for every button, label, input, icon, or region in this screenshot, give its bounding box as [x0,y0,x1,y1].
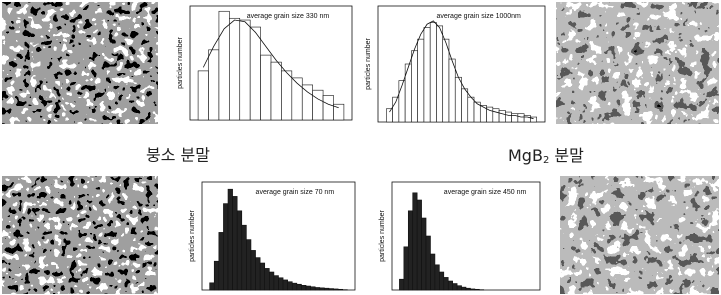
bar [453,284,457,290]
bar [404,247,408,290]
bar [297,284,302,290]
bar [462,89,468,122]
bar [233,196,238,290]
bar [444,277,448,290]
bar [466,288,470,290]
bar [251,250,256,290]
bar [411,51,417,122]
bar [214,261,219,290]
bar [323,95,333,120]
micrograph [556,2,719,124]
bar [475,289,479,290]
bar [250,27,260,120]
y-axis-label: particles number [189,209,196,261]
bar [306,286,311,290]
bar [334,289,339,290]
annotation: average grain size 1000nm [436,13,521,20]
bar [457,286,461,290]
bar [292,78,302,120]
bar [324,288,329,290]
bar [430,254,434,290]
bar [449,59,455,122]
bar [524,115,530,122]
figure: 붕소 분말 MgB2 분말 average grain size 330 nm p… [0,0,721,295]
bar [313,90,323,120]
bar [439,272,443,290]
bar [288,282,293,290]
bar [338,289,343,290]
bar [228,189,233,290]
bar [256,258,261,290]
y-axis-label: particles number [365,37,372,89]
annotation: average grain size 330 nm [247,13,330,20]
bar [518,114,524,122]
bar [246,240,251,290]
bar [512,114,518,122]
bar [274,276,279,290]
bar [417,200,421,290]
bar [281,71,291,120]
bar [261,55,271,120]
bar [499,110,505,122]
bar [408,211,412,290]
bar [505,112,511,122]
page: 붕소 분말 MgB2 분말 average grain size 330 nm p… [0,0,721,295]
bar [413,193,417,290]
bar [198,71,208,120]
bar [320,288,325,290]
bar [223,204,228,290]
micrograph [560,176,719,294]
bar [430,23,436,122]
bar [292,283,297,290]
bar [279,278,284,290]
bar [260,263,265,290]
annotation: average grain size 450 nm [444,189,527,196]
caption-part: MgB [508,146,543,165]
caption: 붕소 분말 [146,146,210,165]
micrograph [2,2,158,124]
bar [229,18,239,120]
annotation: average grain size 70 nm [256,189,335,196]
bar [209,50,219,120]
bar [448,281,452,290]
bar [219,11,229,120]
bar [240,20,250,120]
y-axis-label: particles number [379,209,386,261]
bar [271,62,281,120]
bar [393,97,399,122]
bar [329,289,334,290]
caption-part: 분말 [549,146,584,165]
bar [424,28,430,122]
bar [219,232,224,290]
bar [468,97,474,122]
bar [470,289,474,290]
micrograph [2,176,158,294]
bar [269,272,274,290]
bar [443,39,449,122]
bar [462,287,466,290]
bar [386,109,392,122]
bar [426,236,430,290]
bar [399,81,405,122]
bar [311,287,316,290]
caption: MgB2 분말 [508,146,584,167]
bar [422,218,426,290]
bar [436,26,442,122]
bar [315,287,320,290]
y-axis-label: particles number [177,36,184,88]
bar [455,77,461,122]
bar [301,285,306,290]
bar [493,109,499,122]
bar [302,85,312,120]
bar [435,265,439,290]
bar [265,268,270,290]
bar [399,279,403,290]
bar [283,280,288,290]
bar [210,283,215,290]
bar [418,39,424,122]
bar [237,211,242,290]
bar [242,225,247,290]
